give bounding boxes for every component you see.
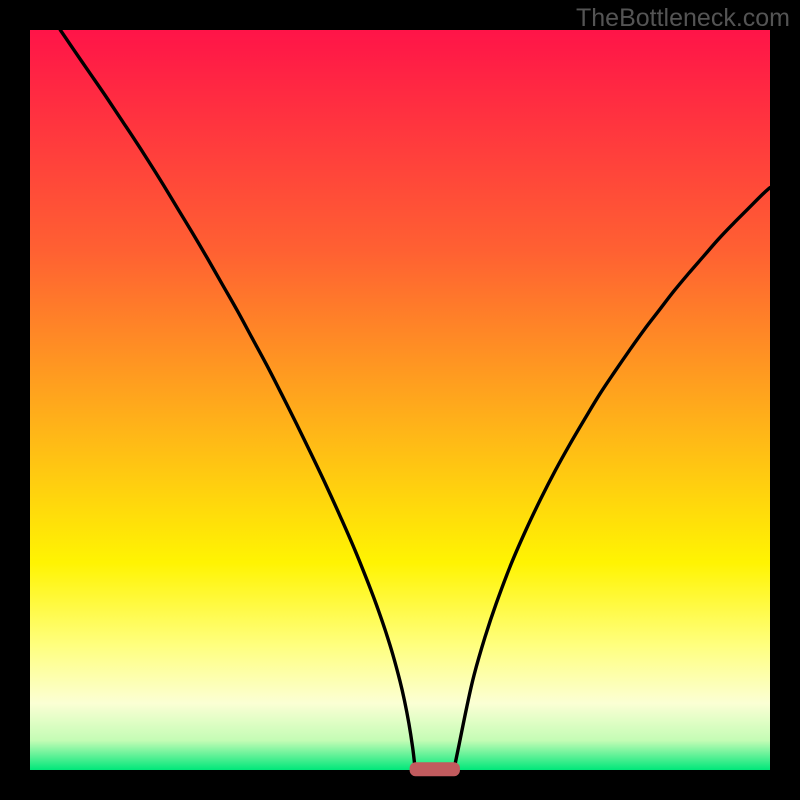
watermark-text: TheBottleneck.com xyxy=(576,4,790,33)
gradient-curve-chart xyxy=(0,0,800,800)
plot-area xyxy=(30,30,770,770)
bottom-marker xyxy=(410,762,460,776)
chart-frame: TheBottleneck.com xyxy=(0,0,800,800)
